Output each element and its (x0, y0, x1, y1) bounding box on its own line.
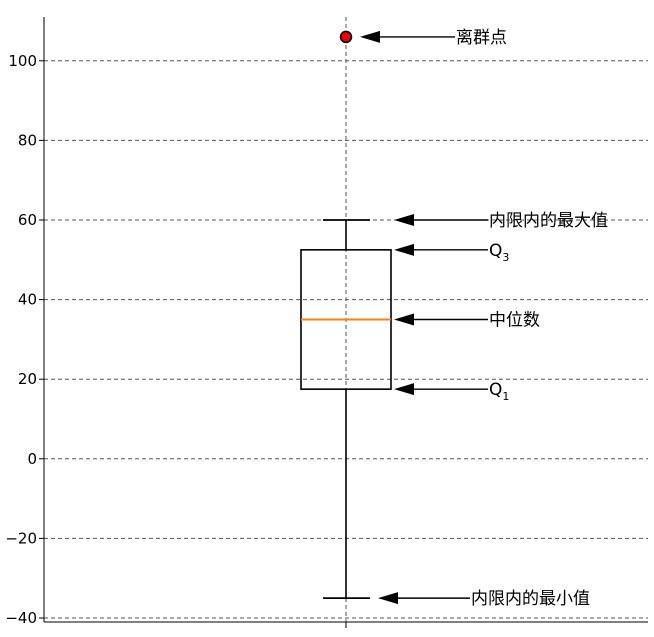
y-tick-label: −20 (5, 529, 37, 547)
y-tick-label: −40 (5, 609, 37, 627)
annotation-label-median: 中位数 (489, 311, 540, 331)
annotation-label-q1: Q1 (489, 380, 509, 403)
arrow-head-q3 (394, 243, 414, 256)
box-plot (300, 30, 392, 600)
arrow-head-outlier (360, 30, 380, 43)
y-tick-label: 80 (18, 131, 37, 149)
outlier-point (339, 30, 353, 44)
arrow-head-q1 (394, 383, 414, 396)
y-tick-label: 0 (27, 450, 37, 468)
annotation-label-lower-whisker: 内限内的最小值 (471, 589, 590, 609)
y-tick-label: 60 (18, 211, 37, 229)
y-tick-label: 40 (18, 291, 37, 309)
arrow-head-upper-whisker (394, 213, 414, 226)
annotation-label-outlier: 离群点 (456, 28, 507, 48)
annotation-label-upper-whisker: 内限内的最大值 (489, 211, 608, 231)
y-tick-label: 100 (8, 52, 37, 70)
arrow-head-median (394, 313, 414, 326)
y-tick-label: 20 (18, 370, 37, 388)
annotation-label-q3: Q3 (489, 241, 509, 264)
arrow-head-lower-whisker (378, 592, 398, 605)
axes: −40 −20 0 20 40 60 80 100 (5, 17, 648, 628)
